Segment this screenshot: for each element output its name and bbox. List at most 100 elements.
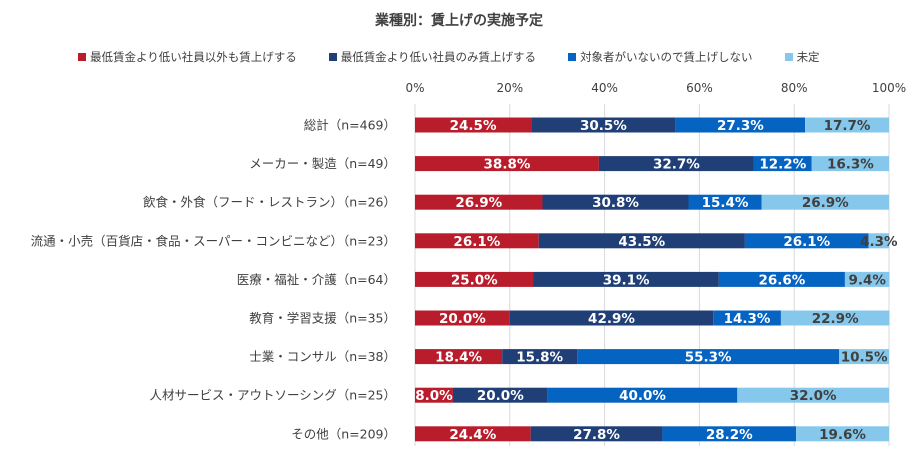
- data-label: 4.3%: [860, 234, 898, 250]
- data-label: 32.0%: [790, 388, 837, 404]
- category-label: 教育・学習支援（n=35）: [249, 311, 396, 326]
- bar-segment: [844, 271, 890, 287]
- bar-segment: [415, 194, 543, 210]
- legend: 最低賃金より低い社員以外も賃上げする 最低賃金より低い社員のみ賃上げする 対象者…: [78, 49, 852, 65]
- category-label: 人材サービス・アウトソーシング（n=25）: [149, 388, 396, 403]
- data-label: 32.7%: [653, 157, 700, 173]
- bar-segment: [538, 233, 745, 249]
- category-label: 総計（n=469）: [304, 118, 396, 133]
- bar-segment: [744, 233, 869, 249]
- x-tick-label: 20%: [496, 81, 523, 95]
- x-tick-label: 0%: [405, 81, 424, 95]
- legend-swatch: [784, 53, 793, 61]
- data-label: 9.4%: [848, 272, 886, 288]
- legend-item-raise-low-only: 最低賃金より低い社員のみ賃上げする: [328, 49, 537, 65]
- bar-segment: [547, 387, 738, 403]
- data-label: 43.5%: [618, 234, 665, 250]
- bar-segment: [811, 156, 889, 172]
- legend-label: 対象者がいないので賃上げしない: [580, 50, 753, 64]
- bar-segment: [577, 349, 840, 365]
- legend-label: 未定: [796, 50, 820, 64]
- bar-segment: [415, 233, 539, 249]
- data-label: 30.5%: [580, 118, 627, 134]
- bar-segment: [530, 426, 663, 442]
- data-label: 8.0%: [415, 388, 453, 404]
- bar-segment: [415, 426, 531, 442]
- bar-segment: [805, 117, 889, 133]
- chart-title: 業種別：賃上げの実施予定: [375, 13, 543, 29]
- bar-segment: [531, 117, 676, 133]
- data-label: 28.2%: [706, 427, 753, 443]
- bar-segment: [868, 233, 889, 249]
- bar-segment: [796, 426, 889, 442]
- legend-item-raise-all: 最低賃金より低い社員以外も賃上げする: [78, 49, 297, 65]
- bar-segment: [542, 194, 689, 210]
- bar-segment: [415, 156, 599, 172]
- bar-segment: [533, 271, 719, 287]
- bar-segment: [718, 271, 845, 287]
- data-label: 24.4%: [449, 427, 496, 443]
- data-label: 42.9%: [588, 311, 635, 327]
- bar-segment: [761, 194, 889, 210]
- data-label: 15.4%: [702, 195, 749, 211]
- bar-segment: [675, 117, 806, 133]
- bar-segment: [753, 156, 812, 172]
- data-label: 26.6%: [758, 272, 805, 288]
- data-label: 17.7%: [824, 118, 871, 134]
- data-label: 22.9%: [812, 311, 859, 327]
- data-label: 18.4%: [435, 350, 482, 366]
- category-label: その他（n=209）: [291, 426, 396, 441]
- bar-segment: [502, 349, 578, 365]
- legend-item-no-raise: 対象者がいないので賃上げしない: [568, 49, 753, 65]
- category-label: メーカー・製造（n=49）: [249, 156, 396, 171]
- bar-segment: [662, 426, 797, 442]
- x-tick-label: 40%: [591, 81, 618, 95]
- data-label: 27.3%: [717, 118, 764, 134]
- legend-swatch: [568, 53, 577, 61]
- bar-segment: [713, 310, 781, 326]
- bar-segment: [415, 387, 453, 403]
- legend-item-undecided: 未定: [784, 49, 820, 65]
- x-tick-label: 80%: [781, 81, 808, 95]
- data-label: 20.0%: [439, 311, 486, 327]
- data-label: 24.5%: [450, 118, 497, 134]
- legend-label: 最低賃金より低い社員のみ賃上げする: [340, 50, 537, 64]
- category-label: 医療・福祉・介護（n=64）: [237, 272, 396, 287]
- bar-segment: [839, 349, 889, 365]
- data-label: 40.0%: [619, 388, 666, 404]
- data-label: 26.1%: [783, 234, 830, 250]
- bar-segment: [737, 387, 889, 403]
- bar-segment: [598, 156, 754, 172]
- bar-segment: [415, 310, 510, 326]
- legend-label: 最低賃金より低い社員以外も賃上げする: [90, 50, 297, 64]
- bar-segment: [452, 387, 548, 403]
- data-label: 12.2%: [759, 157, 806, 173]
- data-label: 15.8%: [516, 350, 563, 366]
- x-tick-label: 100%: [872, 81, 906, 95]
- data-label: 19.6%: [819, 427, 866, 443]
- data-label: 27.8%: [573, 427, 620, 443]
- data-label: 39.1%: [603, 272, 650, 288]
- legend-swatch: [328, 53, 337, 61]
- data-label: 30.8%: [592, 195, 639, 211]
- data-label: 26.9%: [455, 195, 502, 211]
- data-label: 25.0%: [451, 272, 498, 288]
- legend-swatch: [78, 53, 86, 61]
- x-tick-label: 60%: [686, 81, 713, 95]
- bar-segment: [780, 310, 890, 326]
- bar-segment: [688, 194, 762, 210]
- data-label: 55.3%: [685, 350, 732, 366]
- bar-segment: [509, 310, 714, 326]
- category-label: 飲食・外食（フード・レストラン）（n=26）: [143, 195, 396, 210]
- bar-segment: [415, 117, 532, 133]
- data-label: 20.0%: [477, 388, 524, 404]
- bar-segment: [415, 271, 534, 287]
- category-label: 流通・小売（百貨店・食品・スーパー・コンビニなど）（n=23）: [31, 233, 396, 248]
- data-label: 26.1%: [453, 234, 500, 250]
- category-label: 士業・コンサル（n=38）: [249, 349, 396, 364]
- data-label: 38.8%: [484, 157, 531, 173]
- data-label: 10.5%: [841, 350, 888, 366]
- data-label: 14.3%: [724, 311, 771, 327]
- data-label: 16.3%: [827, 157, 874, 173]
